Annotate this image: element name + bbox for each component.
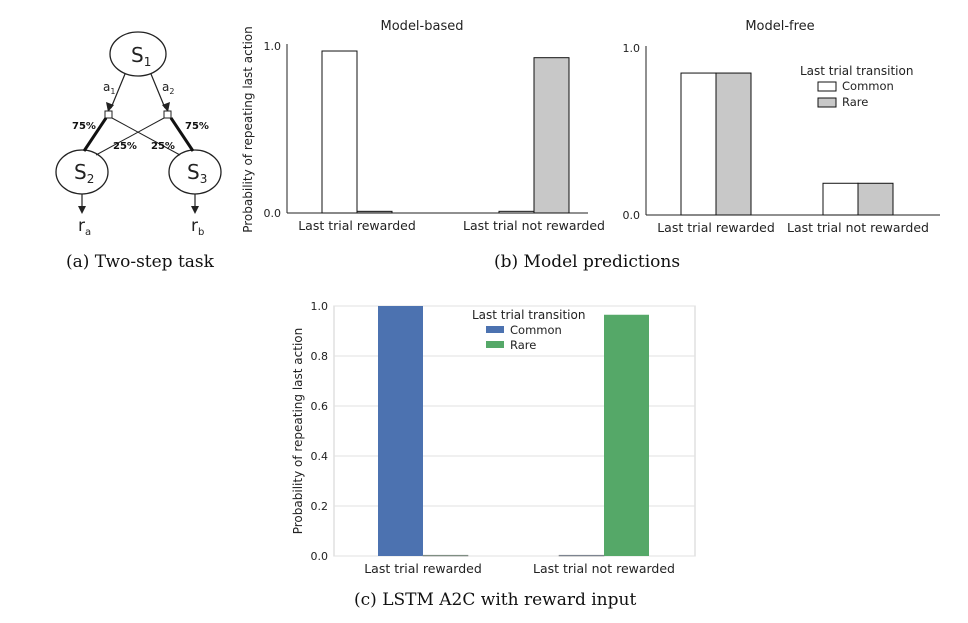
y-tick-label: 0.4 bbox=[311, 450, 329, 463]
legend-label-rare: Rare bbox=[510, 338, 536, 352]
state-s1-node bbox=[109, 31, 167, 77]
chart-title: Model-free bbox=[745, 19, 814, 34]
y-tick-label: 0.0 bbox=[311, 550, 329, 563]
prob-left-common: 75% bbox=[72, 121, 96, 132]
y-tick-label: 0.2 bbox=[311, 500, 329, 513]
action-a2-arrowhead bbox=[162, 102, 170, 112]
state-s3-label: S3 bbox=[187, 160, 207, 186]
legend-title: Last trial transition bbox=[472, 308, 585, 322]
y-tick-label: 0.0 bbox=[623, 209, 641, 222]
bar-common-not-rewarded bbox=[822, 182, 859, 216]
bar-common-rewarded bbox=[680, 72, 717, 216]
y-tick-label: 1.0 bbox=[264, 40, 282, 53]
bar-common-rewarded bbox=[378, 306, 423, 556]
legend-label-common: Common bbox=[510, 323, 562, 337]
transition-rare-right bbox=[95, 117, 165, 156]
y-axis-label: Probability of repeating last action bbox=[241, 26, 255, 233]
reward-ra-label: ra bbox=[78, 216, 91, 238]
bar-common-rewarded bbox=[321, 50, 358, 214]
prob-left-rare: 25% bbox=[113, 141, 137, 152]
legend-swatch-rare bbox=[817, 97, 837, 108]
legend-swatch-common bbox=[817, 81, 837, 92]
legend-label-common: Common bbox=[842, 79, 894, 93]
transition-rare-left bbox=[111, 117, 181, 156]
choice-box-right bbox=[163, 110, 172, 119]
caption-c: (c) LSTM A2C with reward input bbox=[354, 590, 636, 610]
two-step-task-diagram: S1 S2 S3 a1 a2 75% 75% 25% 25% ra rb bbox=[55, 31, 222, 238]
legend-label-rare: Rare bbox=[842, 95, 868, 109]
reward-rb-label: rb bbox=[191, 216, 204, 238]
action-a1-arrow bbox=[110, 73, 126, 109]
model-free-chart: 0.0 1.0 Model-free Last trial rewarded Last … bbox=[623, 19, 940, 235]
y-axis-label: Probability of repeating last action bbox=[291, 328, 305, 535]
y-tick-label: 0.0 bbox=[264, 207, 282, 220]
action-a1-arrowhead bbox=[106, 102, 114, 112]
bar-rare-rewarded bbox=[422, 554, 469, 557]
legend-swatch-common bbox=[486, 326, 504, 333]
state-s2-label: S2 bbox=[74, 160, 94, 186]
lstm-a2c-chart: 0.0 0.2 0.4 0.6 0.8 1.0 Probability of repeati… bbox=[291, 300, 696, 576]
x-tick-label: Last trial not rewarded bbox=[787, 220, 929, 235]
model-based-chart: 0.0 1.0 Model-based Probability of repeatin… bbox=[241, 19, 605, 233]
reward-rb-arrowhead bbox=[191, 206, 199, 214]
x-tick-label: Last trial rewarded bbox=[657, 220, 775, 235]
y-tick-label: 1.0 bbox=[623, 42, 641, 55]
reward-ra-arrowhead bbox=[78, 206, 86, 214]
x-tick-label: Last trial not rewarded bbox=[533, 561, 675, 576]
action-a2-arrow bbox=[150, 73, 166, 109]
bar-rare-not-rewarded bbox=[533, 57, 570, 214]
bar-common-not-rewarded bbox=[558, 554, 605, 557]
bar-rare-not-rewarded bbox=[604, 314, 649, 556]
state-s1-label: S1 bbox=[131, 43, 151, 69]
choice-box-left bbox=[104, 110, 113, 119]
x-tick-label: Last trial not rewarded bbox=[463, 218, 605, 233]
legend-swatch-rare bbox=[486, 341, 504, 348]
caption-a: (a) Two-step task bbox=[66, 252, 215, 272]
transition-common-right bbox=[169, 117, 195, 152]
bar-rare-not-rewarded bbox=[857, 182, 894, 216]
y-tick-label: 0.6 bbox=[311, 400, 329, 413]
chart-title: Model-based bbox=[381, 19, 464, 34]
prob-right-common: 75% bbox=[185, 121, 209, 132]
y-tick-label: 0.8 bbox=[311, 350, 329, 363]
bar-rare-rewarded bbox=[715, 72, 752, 216]
action-a2-label: a2 bbox=[162, 80, 174, 96]
x-tick-label: Last trial rewarded bbox=[364, 561, 482, 576]
bar-rare-rewarded bbox=[356, 210, 393, 214]
transition-common-left bbox=[82, 117, 108, 152]
legend-title: Last trial transition bbox=[800, 64, 913, 78]
prob-right-rare: 25% bbox=[151, 141, 175, 152]
x-tick-label: Last trial rewarded bbox=[298, 218, 416, 233]
y-tick-label: 1.0 bbox=[311, 300, 329, 313]
caption-b: (b) Model predictions bbox=[494, 252, 680, 272]
bar-common-not-rewarded bbox=[498, 210, 535, 214]
action-a1-label: a1 bbox=[103, 80, 115, 96]
